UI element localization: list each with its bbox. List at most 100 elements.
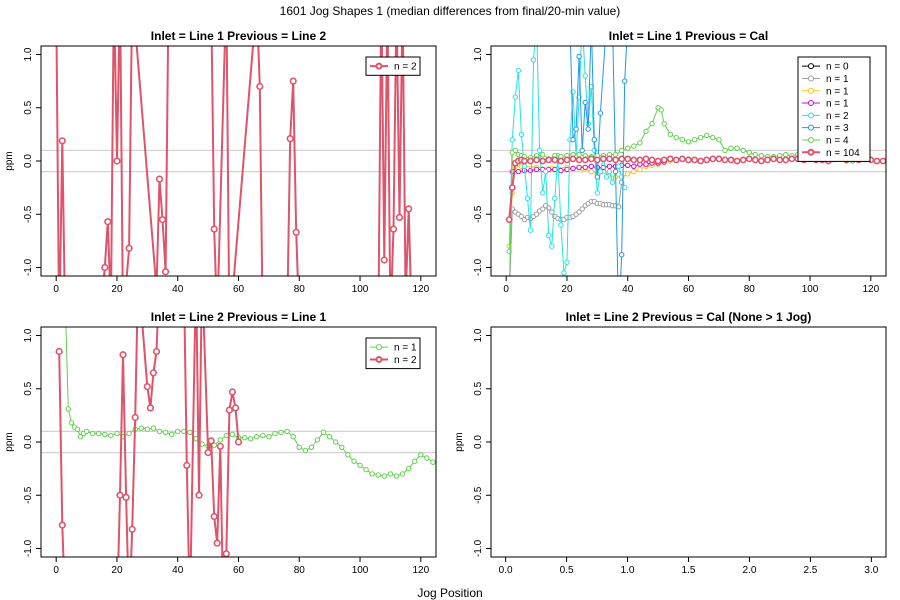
data-point (631, 168, 637, 175)
data-point (573, 126, 579, 132)
data-point (615, 163, 622, 170)
legend-label: n = 2 (826, 111, 849, 122)
y-tick-label: -0.5 (473, 486, 484, 504)
data-point (581, 156, 589, 164)
data-point (873, 157, 881, 165)
data-point (231, 404, 240, 412)
data-point (679, 155, 686, 163)
data-point (515, 168, 521, 175)
data-point (256, 82, 264, 91)
data-point (521, 163, 528, 170)
data-point (734, 145, 740, 151)
legend: n = 2 (365, 56, 421, 76)
data-point (248, 436, 254, 442)
data-point (101, 263, 109, 272)
data-point (102, 431, 108, 438)
legend-label: n = 104 (826, 148, 860, 159)
data-point (545, 156, 553, 164)
x-tick-label: 80 (294, 565, 306, 576)
data-point (587, 155, 595, 163)
data-point (162, 429, 169, 436)
data-point (585, 126, 591, 132)
data-point (158, 216, 167, 224)
data-point (625, 162, 631, 169)
data-point (685, 139, 692, 145)
y-tick-label: 1.0 (473, 47, 484, 61)
data-point (527, 227, 534, 233)
data-point (612, 156, 619, 164)
data-point (643, 161, 649, 167)
data-point (575, 156, 583, 164)
data-point (564, 166, 570, 173)
data-point (788, 155, 796, 163)
data-point (131, 413, 139, 422)
panel-title: Inlet = Line 2 Previous = Cal (None > 1 … (566, 310, 812, 324)
data-point (119, 351, 127, 359)
data-point (579, 206, 585, 212)
data-point (345, 452, 351, 458)
plot-area (55, 46, 413, 276)
y-tick-label: -1.0 (23, 539, 34, 557)
data-point (576, 164, 582, 171)
data-point (563, 156, 571, 164)
data-point (582, 73, 588, 79)
data-point (518, 213, 525, 220)
x-tick-label: 0.5 (560, 565, 574, 576)
series-1 (55, 46, 413, 276)
data-point (654, 157, 662, 165)
data-point (515, 67, 521, 74)
data-point (716, 137, 722, 143)
legend-label: n = 1 (826, 74, 849, 85)
data-point (289, 77, 297, 85)
data-point (764, 156, 771, 164)
data-point (217, 437, 224, 443)
data-point (539, 157, 547, 165)
data-point (597, 110, 604, 116)
data-point (327, 434, 333, 440)
data-point (210, 225, 218, 233)
x-tick-label: 80 (294, 284, 306, 295)
data-point (524, 195, 531, 202)
series-4 (506, 46, 628, 276)
data-point (576, 151, 582, 158)
data-point (521, 157, 528, 165)
data-point (637, 140, 643, 146)
data-point (162, 268, 170, 276)
data-point (649, 121, 655, 127)
x-tick-label: 1.0 (621, 565, 635, 576)
data-point (709, 155, 717, 163)
data-point (146, 404, 154, 412)
data-point (126, 430, 132, 437)
x-tick-label: 60 (233, 284, 245, 295)
data-point (643, 128, 649, 134)
data-point (405, 205, 413, 213)
data-point (546, 232, 552, 239)
y-tick-label: -0.5 (473, 205, 484, 223)
data-point (710, 134, 716, 141)
data-point (758, 157, 765, 165)
legend-label: n = 2 (394, 355, 417, 366)
data-point (733, 157, 741, 165)
data-point (55, 347, 63, 356)
y-tick-label: -1.0 (473, 258, 484, 276)
legend-label: n = 2 (394, 62, 417, 73)
plot-area (505, 46, 886, 276)
data-point (782, 156, 790, 164)
data-point (752, 151, 758, 158)
data-point (406, 465, 412, 472)
x-tick-label: 2.5 (803, 565, 817, 576)
data-point (746, 149, 752, 156)
y-tick-label: 1.0 (23, 328, 34, 342)
data-point (582, 164, 588, 171)
data-point (594, 190, 600, 196)
data-point (658, 107, 664, 113)
y-tick-label: 0.5 (23, 100, 34, 114)
data-point (351, 458, 357, 464)
x-tick-label: 60 (233, 565, 245, 576)
x-tick-label: 80 (744, 284, 756, 295)
data-point (776, 156, 784, 164)
y-tick-label: 0.5 (473, 100, 484, 114)
y-tick-label: 0.0 (473, 154, 484, 168)
data-point (152, 347, 161, 356)
data-point (266, 434, 272, 440)
